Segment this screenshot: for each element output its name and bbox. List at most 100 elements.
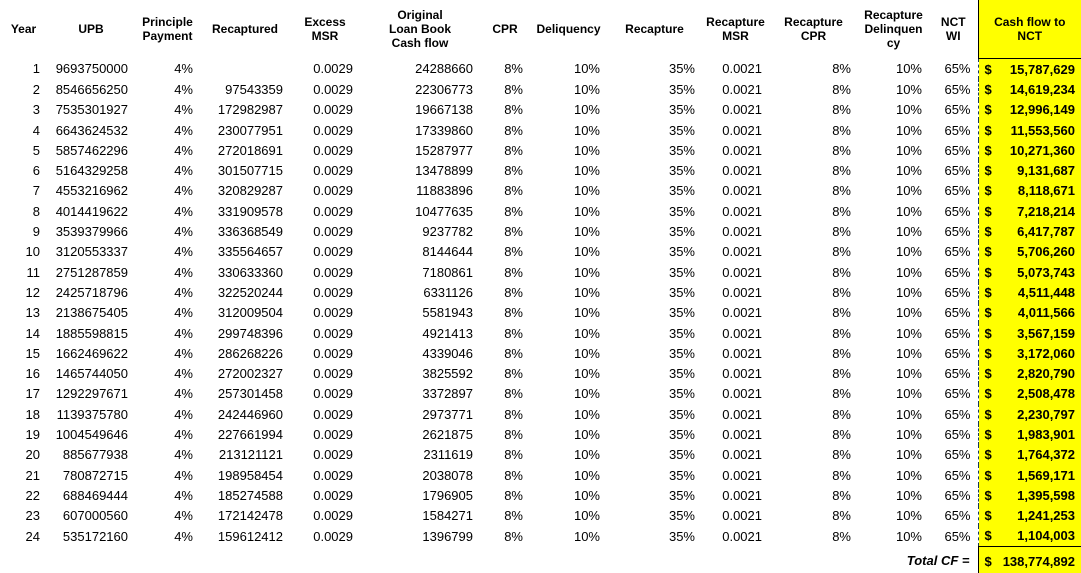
cell-cash-flow-to-nct[interactable]: $1,241,253 <box>977 505 1081 526</box>
cell-recapture[interactable]: 35% <box>668 284 695 300</box>
cell-cpr[interactable]: 8% <box>504 284 523 300</box>
cell-excess-msr[interactable]: 0.0029 <box>313 386 353 402</box>
cell-recapture[interactable]: 35% <box>668 447 695 463</box>
cell-recapture-delinquency[interactable]: 10% <box>895 264 922 280</box>
cell-upb[interactable]: 2751287859 <box>55 264 128 280</box>
cell-cash-flow-to-nct[interactable]: $10,271,360 <box>977 140 1081 161</box>
cell-nct-wi[interactable]: 65% <box>944 122 971 138</box>
cell-recaptured[interactable]: 242446960 <box>217 406 283 422</box>
cell-nct-wi[interactable]: 65% <box>944 487 971 503</box>
cell-recapture-msr[interactable]: 0.0021 <box>722 325 762 341</box>
cell-recaptured[interactable]: 97543359 <box>225 81 283 97</box>
cell-upb[interactable]: 4553216962 <box>55 183 128 199</box>
col-header-cpr[interactable]: CPR <box>492 22 518 37</box>
cell-principle-payment[interactable]: 4% <box>174 508 193 524</box>
cell-year[interactable]: 23 <box>25 508 40 524</box>
cell-deliquency[interactable]: 10% <box>573 284 600 300</box>
cell-original-loan-book-cash-flow[interactable]: 13478899 <box>415 163 473 179</box>
col-header-recapture[interactable]: Recapture <box>625 22 684 37</box>
cell-recapture-cpr[interactable]: 8% <box>832 183 851 199</box>
cell-upb[interactable]: 607000560 <box>62 508 128 524</box>
cell-cash-flow-to-nct[interactable]: $5,706,260 <box>977 241 1081 262</box>
cell-cash-flow-to-nct[interactable]: $1,569,171 <box>977 464 1081 486</box>
cell-nct-wi[interactable]: 65% <box>944 244 971 260</box>
cell-cash-flow-to-nct[interactable]: $4,511,448 <box>977 282 1081 303</box>
cell-year[interactable]: 22 <box>25 487 40 503</box>
col-header-principle-payment[interactable]: Principle Payment <box>142 15 193 44</box>
cell-principle-payment[interactable]: 4% <box>174 264 193 280</box>
cell-recapture-msr[interactable]: 0.0021 <box>722 366 762 382</box>
cell-original-loan-book-cash-flow[interactable]: 24288660 <box>415 61 473 77</box>
cell-excess-msr[interactable]: 0.0029 <box>313 183 353 199</box>
cell-upb[interactable]: 6643624532 <box>55 122 128 138</box>
cell-cpr[interactable]: 8% <box>504 487 523 503</box>
col-header-excess-msr[interactable]: Excess MSR <box>304 15 346 44</box>
cell-recapture[interactable]: 35% <box>668 102 695 118</box>
cell-cash-flow-to-nct[interactable]: $7,218,214 <box>977 201 1081 222</box>
cell-deliquency[interactable]: 10% <box>573 183 600 199</box>
cell-nct-wi[interactable]: 65% <box>944 366 971 382</box>
cell-cpr[interactable]: 8% <box>504 81 523 97</box>
cell-recapture-delinquency[interactable]: 10% <box>895 81 922 97</box>
cell-recapture-msr[interactable]: 0.0021 <box>722 81 762 97</box>
cell-upb[interactable]: 4014419622 <box>55 203 128 219</box>
cell-deliquency[interactable]: 10% <box>573 467 600 483</box>
cell-excess-msr[interactable]: 0.0029 <box>313 366 353 382</box>
cell-cpr[interactable]: 8% <box>504 386 523 402</box>
cell-recapture-cpr[interactable]: 8% <box>832 244 851 260</box>
cell-recapture-delinquency[interactable]: 10% <box>895 102 922 118</box>
cell-deliquency[interactable]: 10% <box>573 426 600 442</box>
cell-nct-wi[interactable]: 65% <box>944 305 971 321</box>
cell-principle-payment[interactable]: 4% <box>174 61 193 77</box>
cell-nct-wi[interactable]: 65% <box>944 467 971 483</box>
cell-recapture-msr[interactable]: 0.0021 <box>722 447 762 463</box>
cell-excess-msr[interactable]: 0.0029 <box>313 203 353 219</box>
cell-recaptured[interactable]: 198958454 <box>217 467 283 483</box>
cell-recapture-msr[interactable]: 0.0021 <box>722 163 762 179</box>
cell-original-loan-book-cash-flow[interactable]: 4921413 <box>422 325 473 341</box>
cell-cpr[interactable]: 8% <box>504 122 523 138</box>
cell-principle-payment[interactable]: 4% <box>174 386 193 402</box>
cell-principle-payment[interactable]: 4% <box>174 224 193 240</box>
cell-recapture-msr[interactable]: 0.0021 <box>722 183 762 199</box>
cell-recapture-msr[interactable]: 0.0021 <box>722 61 762 77</box>
cell-cash-flow-to-nct[interactable]: $15,787,629 <box>977 58 1081 80</box>
cell-upb[interactable]: 2425718796 <box>55 284 128 300</box>
cell-recaptured[interactable]: 336368549 <box>217 224 283 240</box>
cell-recaptured[interactable]: 320829287 <box>217 183 283 199</box>
cell-recapture[interactable]: 35% <box>668 345 695 361</box>
cell-recapture-cpr[interactable]: 8% <box>832 142 851 158</box>
cell-recapture-delinquency[interactable]: 10% <box>895 426 922 442</box>
cell-deliquency[interactable]: 10% <box>573 61 600 77</box>
cell-excess-msr[interactable]: 0.0029 <box>313 264 353 280</box>
cell-deliquency[interactable]: 10% <box>573 224 600 240</box>
cell-excess-msr[interactable]: 0.0029 <box>313 122 353 138</box>
cell-nct-wi[interactable]: 65% <box>944 284 971 300</box>
cell-recapture-msr[interactable]: 0.0021 <box>722 244 762 260</box>
cell-recapture-cpr[interactable]: 8% <box>832 61 851 77</box>
col-header-original-loan-book-cash-flow[interactable]: Original Loan Book Cash flow <box>389 8 451 51</box>
cell-nct-wi[interactable]: 65% <box>944 345 971 361</box>
cell-excess-msr[interactable]: 0.0029 <box>313 81 353 97</box>
cell-recaptured[interactable]: 312009504 <box>217 305 283 321</box>
cell-original-loan-book-cash-flow[interactable]: 3372897 <box>422 386 473 402</box>
cell-recapture-delinquency[interactable]: 10% <box>895 244 922 260</box>
cell-recapture-cpr[interactable]: 8% <box>832 426 851 442</box>
cell-year[interactable]: 12 <box>25 284 40 300</box>
cell-deliquency[interactable]: 10% <box>573 305 600 321</box>
col-header-year[interactable]: Year <box>10 22 37 37</box>
cell-excess-msr[interactable]: 0.0029 <box>313 305 353 321</box>
cell-recaptured[interactable]: 272002327 <box>217 366 283 382</box>
cell-recapture-delinquency[interactable]: 10% <box>895 487 922 503</box>
cell-recaptured[interactable] <box>200 59 290 80</box>
cell-excess-msr[interactable]: 0.0029 <box>313 325 353 341</box>
cell-cpr[interactable]: 8% <box>504 244 523 260</box>
cell-nct-wi[interactable]: 65% <box>944 528 971 544</box>
cell-recapture[interactable]: 35% <box>668 142 695 158</box>
cell-recapture-delinquency[interactable]: 10% <box>895 142 922 158</box>
cell-upb[interactable]: 3120553337 <box>55 244 128 260</box>
cell-upb[interactable]: 688469444 <box>62 487 128 503</box>
cell-excess-msr[interactable]: 0.0029 <box>313 163 353 179</box>
cell-deliquency[interactable]: 10% <box>573 102 600 118</box>
cell-deliquency[interactable]: 10% <box>573 487 600 503</box>
